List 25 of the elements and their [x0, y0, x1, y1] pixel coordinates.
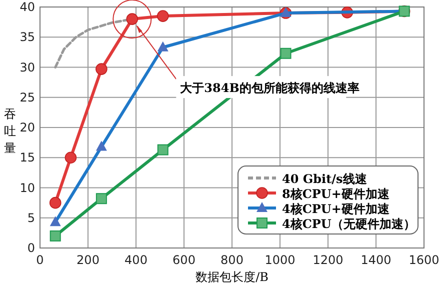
x-tick-label: 1200 [312, 253, 344, 267]
x-tick-label: 1400 [360, 253, 392, 267]
legend-label: 4核CPU（无硬件加速） [282, 217, 416, 231]
x-tick-label: 800 [220, 253, 244, 267]
y-tick-label: 20 [20, 120, 35, 134]
legend-label: 4核CPU+硬件加速 [282, 202, 390, 216]
y-axis-title: 吞吐量 [4, 107, 16, 155]
y-tick-label: 15 [20, 150, 35, 165]
y-tick-label: 25 [20, 90, 35, 104]
x-tick-label: 200 [76, 253, 100, 267]
y-tick-label: 5 [27, 210, 35, 225]
x-axis-title: 数据包长度/B [196, 270, 269, 284]
x-tick-label: 600 [172, 253, 196, 267]
x-tick-label: 400 [124, 253, 148, 267]
x-tick-label: 1000 [264, 253, 296, 267]
y-tick-label: 10 [20, 180, 35, 195]
y-tick-label: 0 [27, 241, 35, 255]
legend-label: 8核CPU+硬件加速 [282, 187, 390, 201]
legend-label: 40 Gbit/s线速 [282, 172, 368, 186]
x-tick-label: 0 [36, 253, 44, 267]
annotation: 大于384B的包所能获得的线速率 [180, 81, 360, 96]
y-tick-label: 35 [20, 30, 35, 44]
x-tick-label: 1600 [408, 253, 440, 267]
y-tick-label: 40 [20, 0, 35, 14]
y-tick-label: 30 [20, 60, 35, 74]
